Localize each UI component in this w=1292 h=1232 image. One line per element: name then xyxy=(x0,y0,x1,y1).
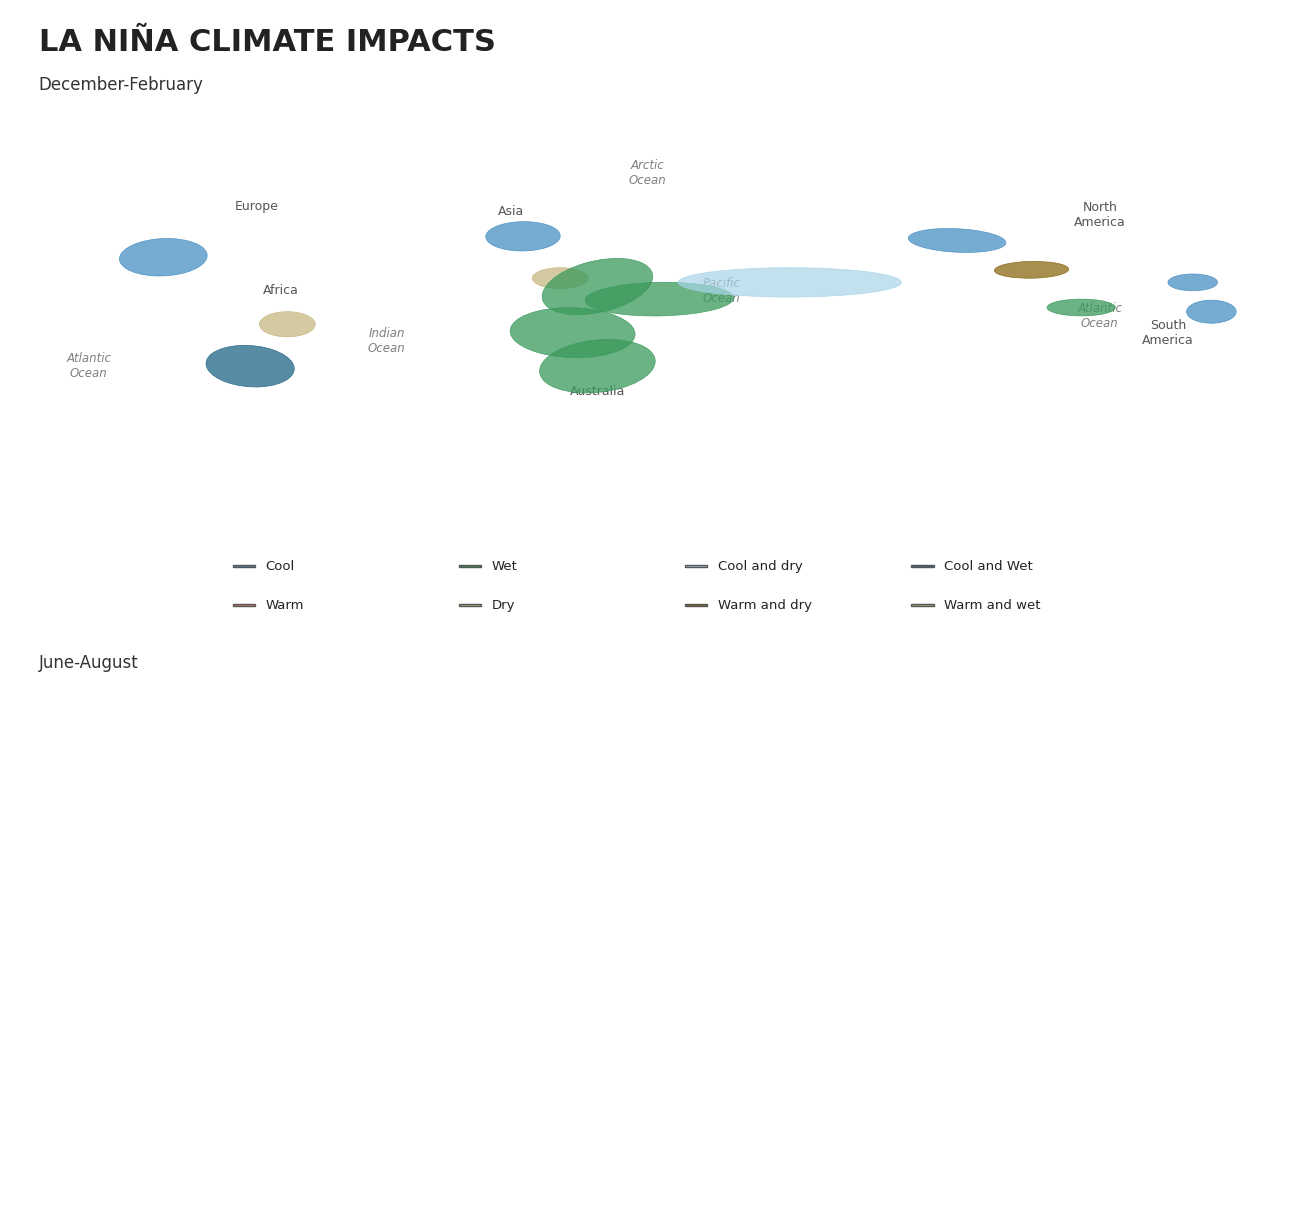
Ellipse shape xyxy=(1168,274,1217,291)
Text: Atlantic
Ocean: Atlantic Ocean xyxy=(1078,302,1123,330)
Text: Africa: Africa xyxy=(264,285,298,297)
FancyBboxPatch shape xyxy=(233,565,256,567)
Text: Warm and dry: Warm and dry xyxy=(718,599,811,611)
Text: Arctic
Ocean: Arctic Ocean xyxy=(628,159,665,187)
Text: LA NIÑA CLIMATE IMPACTS: LA NIÑA CLIMATE IMPACTS xyxy=(39,27,496,57)
Ellipse shape xyxy=(678,267,902,297)
Text: Atlantic
Ocean: Atlantic Ocean xyxy=(66,352,111,381)
Text: Cool and Wet: Cool and Wet xyxy=(944,559,1032,573)
Ellipse shape xyxy=(1186,301,1236,323)
FancyBboxPatch shape xyxy=(685,604,708,606)
Ellipse shape xyxy=(205,345,295,387)
Ellipse shape xyxy=(510,308,636,357)
Text: Indian
Ocean: Indian Ocean xyxy=(368,326,406,355)
Ellipse shape xyxy=(585,282,734,315)
Text: Warm: Warm xyxy=(266,599,304,611)
Ellipse shape xyxy=(486,222,561,251)
FancyBboxPatch shape xyxy=(459,565,482,567)
Ellipse shape xyxy=(995,261,1068,278)
FancyBboxPatch shape xyxy=(911,604,934,606)
Ellipse shape xyxy=(260,312,315,336)
FancyBboxPatch shape xyxy=(459,604,482,606)
FancyBboxPatch shape xyxy=(911,565,934,567)
Text: Warm and wet: Warm and wet xyxy=(944,599,1040,611)
Text: Wet: Wet xyxy=(492,559,518,573)
Text: North
America: North America xyxy=(1074,201,1125,229)
Text: Pacific
Ocean: Pacific Ocean xyxy=(703,277,740,304)
Ellipse shape xyxy=(532,267,588,288)
Text: Europe: Europe xyxy=(234,201,278,213)
FancyBboxPatch shape xyxy=(685,565,708,567)
FancyBboxPatch shape xyxy=(233,604,256,606)
Text: South
America: South America xyxy=(1142,319,1194,346)
Text: Dry: Dry xyxy=(492,599,516,611)
Text: Cool: Cool xyxy=(266,559,295,573)
Ellipse shape xyxy=(543,259,652,314)
Ellipse shape xyxy=(1047,299,1115,315)
Text: June-August: June-August xyxy=(39,654,138,673)
Text: Cool and dry: Cool and dry xyxy=(718,559,802,573)
Text: December-February: December-February xyxy=(39,76,204,94)
Text: Asia: Asia xyxy=(497,205,523,218)
Ellipse shape xyxy=(908,229,1006,253)
Ellipse shape xyxy=(119,239,207,276)
Text: Australia: Australia xyxy=(570,384,625,398)
Ellipse shape xyxy=(540,339,655,393)
